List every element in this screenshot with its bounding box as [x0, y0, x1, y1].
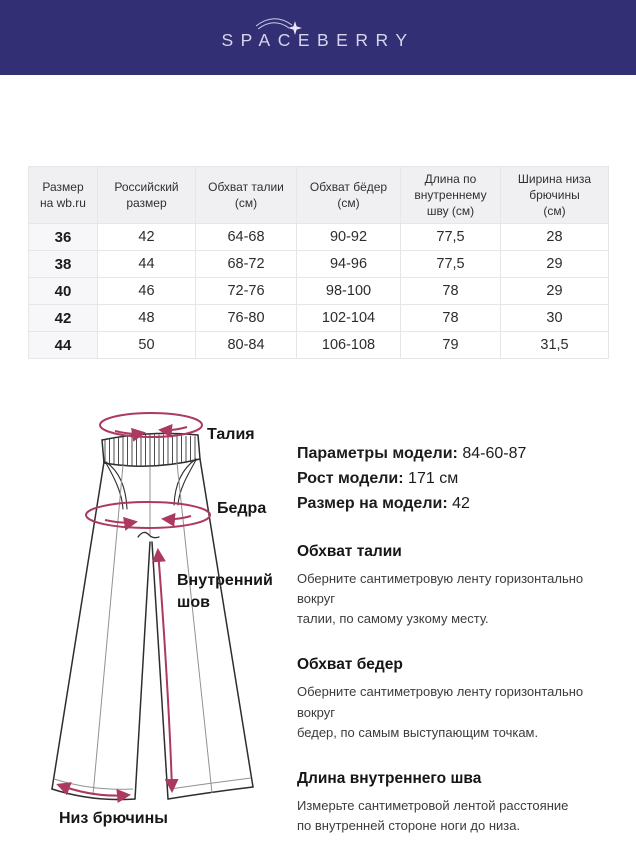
table-cell: 80-84 — [195, 331, 297, 359]
table-cell: 79 — [400, 331, 501, 359]
guide-text-inseam: Измерьте сантиметровой лентой расстояние… — [297, 797, 569, 833]
guide-title-hips: Обхват бедер — [297, 656, 403, 674]
table-row: 40 46 72-76 98-100 78 29 — [28, 277, 609, 305]
hem-arrow — [56, 782, 131, 803]
waist-ellipse — [99, 412, 203, 438]
table-cell: 31,5 — [500, 331, 609, 359]
table-cell: 50 — [97, 331, 196, 359]
hips-label: Бедра — [217, 500, 266, 517]
model-parameters-label: Параметры модели: — [297, 445, 458, 462]
inseam-label-line2: шов — [177, 594, 210, 611]
col-header-hips: Обхват бёдер (см) — [296, 166, 401, 224]
table-cell: 98-100 — [296, 277, 401, 305]
hem-label: Низ брючины — [59, 810, 168, 827]
col-header-inseam: Длина по внутреннему шву (см) — [400, 166, 501, 224]
table-cell: 64-68 — [195, 223, 297, 251]
table-row: 42 48 76-80 102-104 78 30 — [28, 304, 609, 332]
table-row: 38 44 68-72 94-96 77,5 29 — [28, 250, 609, 278]
brand-header: SPACEBERRY — [0, 0, 636, 75]
table-row: 44 50 80-84 106-108 79 31,5 — [28, 331, 609, 359]
table-cell: 30 — [500, 304, 609, 332]
model-height-label: Рост модели: — [297, 470, 404, 487]
model-size-label: Размер на модели: — [297, 495, 448, 512]
guide-title-waist: Обхват талии — [297, 543, 402, 560]
table-cell: 68-72 — [195, 250, 297, 278]
table-header-row: Размер на wb.ru Российский размер Обхват… — [28, 166, 609, 224]
col-header-wb-size: Размер на wb.ru — [28, 166, 98, 224]
table-cell: 36 — [28, 223, 98, 251]
table-cell: 42 — [97, 223, 196, 251]
inseam-arrow — [151, 548, 179, 793]
pants-diagram: Талия Бедра Внутренний шов Низ брючины — [51, 412, 273, 827]
table-cell: 77,5 — [400, 223, 501, 251]
model-height: Рост модели: 171 см — [297, 466, 621, 491]
measurement-arrows — [56, 412, 211, 803]
table-cell: 40 — [28, 277, 98, 305]
guide-title-inseam: Длина внутреннего шва — [297, 769, 482, 787]
hips-ellipse — [85, 501, 211, 529]
size-table: Размер на wb.ru Российский размер Обхват… — [28, 166, 609, 359]
table-cell: 29 — [500, 277, 609, 305]
model-parameters-value: 84-60-87 — [462, 445, 527, 462]
guide-section-waist: Обхват талии Оберните сантиметровую лент… — [297, 543, 621, 629]
model-info: Параметры модели: 84-60-87 Рост модели: … — [297, 441, 621, 516]
table-cell: 76-80 — [195, 304, 297, 332]
pants-outline — [51, 432, 254, 801]
table-cell: 38 — [28, 250, 98, 278]
table-cell: 29 — [500, 250, 609, 278]
col-header-ru-size: Российский размер — [97, 166, 196, 224]
table-cell: 94-96 — [296, 250, 401, 278]
table-cell: 90-92 — [296, 223, 401, 251]
model-size-value: 42 — [452, 495, 470, 512]
guide-text-waist: Оберните сантиметровую ленту горизонталь… — [297, 571, 584, 627]
shooting-star-icon — [255, 18, 302, 35]
inseam-label-line1: Внутренний — [177, 572, 273, 589]
brand-logo: SPACEBERRY — [221, 30, 415, 50]
table-row: 36 42 64-68 90-92 77,5 28 — [28, 223, 609, 251]
table-cell: 44 — [28, 331, 98, 359]
table-cell: 28 — [500, 223, 609, 251]
info-column: Параметры модели: 84-60-87 Рост модели: … — [297, 441, 621, 848]
table-cell: 42 — [28, 304, 98, 332]
guide-text-hips: Оберните сантиметровую ленту горизонталь… — [297, 684, 584, 740]
table-cell: 77,5 — [400, 250, 501, 278]
table-cell: 72-76 — [195, 277, 297, 305]
waist-label: Талия — [207, 426, 255, 443]
table-cell: 78 — [400, 304, 501, 332]
model-parameters: Параметры модели: 84-60-87 — [297, 441, 621, 466]
table-cell: 48 — [97, 304, 196, 332]
col-header-hem-width: Ширина низа брючины (см) — [500, 166, 609, 224]
table-cell: 44 — [97, 250, 196, 278]
table-cell: 46 — [97, 277, 196, 305]
table-cell: 78 — [400, 277, 501, 305]
guide-section-inseam: Длина внутреннего шва Измерьте сантиметр… — [297, 770, 621, 836]
table-cell: 106-108 — [296, 331, 401, 359]
guide-section-hips: Обхват бедер Оберните сантиметровую лент… — [297, 656, 621, 742]
model-size: Размер на модели: 42 — [297, 491, 621, 516]
table-cell: 102-104 — [296, 304, 401, 332]
model-height-value: 171 см — [408, 470, 459, 487]
col-header-waist: Обхват талии (см) — [195, 166, 297, 224]
